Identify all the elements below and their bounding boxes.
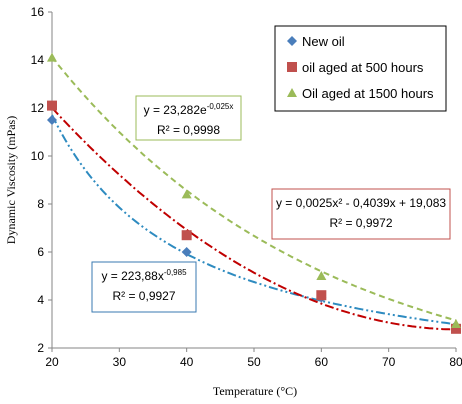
legend-marker-3 xyxy=(287,88,297,97)
r-squared-text: R² = 0,9972 xyxy=(329,216,392,230)
x-tick-label: 60 xyxy=(315,355,329,369)
x-tick-label: 50 xyxy=(247,355,261,369)
data-points xyxy=(47,52,461,334)
y-tick-label: 6 xyxy=(37,245,44,259)
y-tick-label: 12 xyxy=(31,101,45,115)
equation-box-frame xyxy=(271,188,451,240)
legend-entry-3: Oil aged at 1500 hours xyxy=(302,86,434,101)
data-point-series-2 xyxy=(181,230,192,241)
equation-text: y = 23,282e-0,025x xyxy=(144,102,234,117)
trendline-3 xyxy=(51,56,457,322)
y-tick-label: 4 xyxy=(37,293,44,307)
r-squared-text: R² = 0,9998 xyxy=(157,123,220,137)
legend-entry-2: oil aged at 500 hours xyxy=(302,60,424,75)
data-point-series-3 xyxy=(47,52,57,62)
equation-box-frame xyxy=(91,261,197,313)
equation-text: y = 223,88x-0,985 xyxy=(101,268,187,283)
data-point-series-3 xyxy=(451,319,461,328)
y-tick-label: 8 xyxy=(37,197,44,211)
x-tick-label: 70 xyxy=(382,355,396,369)
equation-box-frame xyxy=(135,95,242,141)
x-axis-title: Temperature (°C) xyxy=(213,384,297,398)
data-point-series-3 xyxy=(316,271,327,280)
data-point-series-1 xyxy=(47,115,57,125)
legend-box xyxy=(274,25,447,112)
data-point-series-1 xyxy=(181,247,192,257)
legend: New oil oil aged at 500 hours Oil aged at … xyxy=(274,25,447,112)
x-tick-label: 20 xyxy=(45,355,59,369)
r-squared-text: R² = 0,9927 xyxy=(112,289,175,303)
y-tick-label: 16 xyxy=(31,5,45,19)
legend-marker-1 xyxy=(287,36,297,46)
trendlines xyxy=(51,56,457,331)
y-tick-label: 2 xyxy=(37,341,44,355)
trendline-1 xyxy=(51,114,457,326)
y-tick-label: 10 xyxy=(31,149,45,163)
equation-box-2: y = 0,0025x² - 0,4039x + 19,083 R² = 0,99… xyxy=(271,188,451,240)
legend-entry-1: New oil xyxy=(302,34,345,49)
equation-box-1: y = 223,88x-0,985 R² = 0,9927 xyxy=(91,261,197,313)
data-point-series-2 xyxy=(47,100,57,111)
x-tick-label: 80 xyxy=(449,355,462,369)
data-point-series-2 xyxy=(316,290,327,301)
y-tick-label: 14 xyxy=(31,53,45,67)
data-point-series-2 xyxy=(451,323,461,334)
equation-text: y = 0,0025x² - 0,4039x + 19,083 xyxy=(276,196,446,210)
trendline-2 xyxy=(51,107,457,331)
data-point-series-3 xyxy=(181,189,192,199)
equation-boxes: y = 223,88x-0,985 R² = 0,9927 y = 0,0025x²… xyxy=(91,95,451,313)
axes: 2 4 6 8 10 12 14 16 20 30 40 50 60 70 80 xyxy=(31,5,462,369)
y-axis-title: Dynamic Viscosity (mPas) xyxy=(4,116,18,244)
x-tick-label: 40 xyxy=(180,355,194,369)
x-tick-label: 30 xyxy=(113,355,127,369)
equation-box-3: y = 23,282e-0,025x R² = 0,9998 xyxy=(135,95,242,141)
legend-marker-2 xyxy=(287,62,297,72)
